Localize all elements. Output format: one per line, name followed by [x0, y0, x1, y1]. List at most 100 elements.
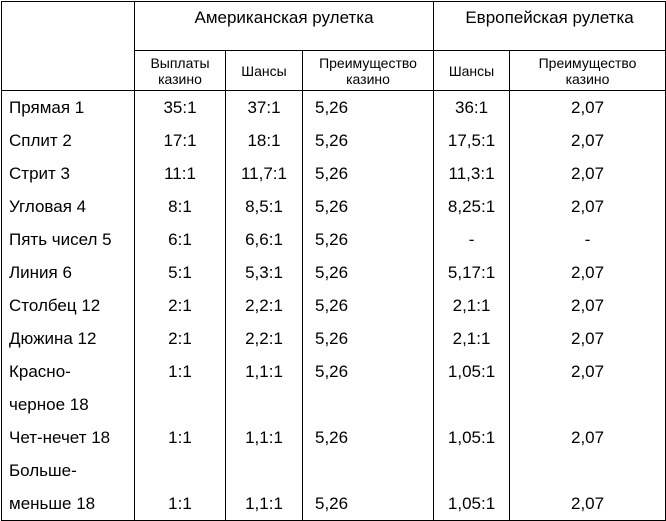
eu-odds-cell: 2,1:1	[433, 289, 511, 322]
payout-cell: 1:1	[134, 421, 226, 454]
house-edge-cell: 5,26	[301, 289, 435, 322]
house-edge-cell: 5,26	[301, 124, 435, 157]
eu-house-edge-cell: 2,07	[509, 487, 666, 521]
bet-cell: Столбец 12	[1, 289, 135, 322]
table-row: Линия 6 5:1 5,3:1 5,26 5,17:1 2,07	[1, 256, 666, 289]
bet-cell: Стрит 3	[1, 157, 135, 190]
odds-cell: 2,2:1	[225, 289, 303, 322]
table-row: Угловая 4 8:1 8,5:1 5,26 8,25:1 2,07	[1, 190, 666, 223]
odds-cell	[225, 388, 303, 421]
bet-cell: Пять чисел 5	[1, 223, 135, 256]
eu-house-edge-cell	[509, 388, 666, 421]
bet-cell: Чет-нечет 18	[1, 421, 135, 454]
eu-house-edge-cell: 2,07	[509, 90, 666, 124]
house-edge-cell: 5,26	[301, 157, 435, 190]
house-edge-cell	[301, 454, 435, 487]
odds-cell: 6,6:1	[225, 223, 303, 256]
odds-header: Шансы	[225, 50, 303, 91]
payout-cell: 2:1	[134, 322, 226, 355]
table-row: Красно- 1:1 1,1:1 5,26 1,05:1 2,07	[1, 355, 666, 388]
payout-cell: 17:1	[134, 124, 226, 157]
bet-cell: Красно-	[1, 355, 135, 388]
payout-cell: 8:1	[134, 190, 226, 223]
eu-house-edge-cell: 2,07	[509, 322, 666, 355]
house-edge-cell: 5,26	[301, 355, 435, 388]
payout-cell	[134, 454, 226, 487]
house-edge-cell: 5,26	[301, 322, 435, 355]
european-roulette-header: Европейская рулетка	[433, 1, 666, 51]
bet-cell: Линия 6	[1, 256, 135, 289]
eu-odds-cell: 2,1:1	[433, 322, 511, 355]
table-row: Стрит 3 11:1 11,7:1 5,26 11,3:1 2,07	[1, 157, 666, 190]
eu-odds-cell	[433, 454, 511, 487]
bet-cell: Сплит 2	[1, 124, 135, 157]
house-edge-cell: 5,26	[301, 190, 435, 223]
table-row: черное 18	[1, 388, 666, 421]
house-edge-cell: 5,26	[301, 223, 435, 256]
bet-type-header	[1, 1, 135, 91]
bet-cell: черное 18	[1, 388, 135, 421]
eu-odds-cell: -	[433, 223, 511, 256]
odds-cell: 11,7:1	[225, 157, 303, 190]
bet-cell: меньше 18	[1, 487, 135, 521]
house-edge-header: Преимущество казино	[301, 50, 435, 91]
odds-cell	[225, 454, 303, 487]
house-edge-cell: 5,26	[301, 256, 435, 289]
table-row: Столбец 12 2:1 2,2:1 5,26 2,1:1 2,07	[1, 289, 666, 322]
odds-cell: 2,2:1	[225, 322, 303, 355]
payout-cell: 11:1	[134, 157, 226, 190]
eu-odds-header: Шансы	[433, 50, 511, 91]
house-edge-cell: 5,26	[301, 421, 435, 454]
odds-cell: 8,5:1	[225, 190, 303, 223]
odds-cell: 5,3:1	[225, 256, 303, 289]
odds-cell: 1,1:1	[225, 421, 303, 454]
table-row: Дюжина 12 2:1 2,2:1 5,26 2,1:1 2,07	[1, 322, 666, 355]
payout-cell: 1:1	[134, 487, 226, 521]
house-edge-cell: 5,26	[301, 487, 435, 521]
eu-house-edge-header: Преимущество казино	[509, 50, 666, 91]
table-row: Сплит 2 17:1 18:1 5,26 17,5:1 2,07	[1, 124, 666, 157]
house-edge-cell: 5,26	[301, 90, 435, 124]
eu-house-edge-cell: 2,07	[509, 157, 666, 190]
eu-odds-cell	[433, 388, 511, 421]
odds-cell: 1,1:1	[225, 355, 303, 388]
payout-cell	[134, 388, 226, 421]
eu-odds-cell: 17,5:1	[433, 124, 511, 157]
payout-cell: 1:1	[134, 355, 226, 388]
eu-odds-cell: 8,25:1	[433, 190, 511, 223]
eu-house-edge-cell: 2,07	[509, 421, 666, 454]
table-row: Прямая 1 35:1 37:1 5,26 36:1 2,07	[1, 90, 666, 124]
house-edge-cell	[301, 388, 435, 421]
bet-cell: Прямая 1	[1, 90, 135, 124]
bet-cell: Дюжина 12	[1, 322, 135, 355]
odds-cell: 37:1	[225, 90, 303, 124]
eu-odds-cell: 11,3:1	[433, 157, 511, 190]
bet-cell: Угловая 4	[1, 190, 135, 223]
table-row: Чет-нечет 18 1:1 1,1:1 5,26 1,05:1 2,07	[1, 421, 666, 454]
payout-cell: 2:1	[134, 289, 226, 322]
table-row: меньше 18 1:1 1,1:1 5,26 1,05:1 2,07	[1, 487, 666, 521]
table-row: Больше-	[1, 454, 666, 487]
odds-cell: 18:1	[225, 124, 303, 157]
payout-cell: 5:1	[134, 256, 226, 289]
eu-odds-cell: 36:1	[433, 90, 511, 124]
payout-header: Выплаты казино	[134, 50, 226, 91]
table-row: Пять чисел 5 6:1 6,6:1 5,26- -	[1, 223, 666, 256]
eu-odds-cell: 1,05:1	[433, 355, 511, 388]
payout-cell: 35:1	[134, 90, 226, 124]
american-roulette-header: Американская рулетка	[133, 1, 435, 51]
eu-house-edge-cell	[509, 454, 666, 487]
eu-odds-cell: 1,05:1	[433, 487, 511, 521]
eu-house-edge-cell: 2,07	[509, 190, 666, 223]
eu-house-edge-cell: 2,07	[509, 289, 666, 322]
eu-house-edge-cell: -	[509, 223, 666, 256]
eu-odds-cell: 1,05:1	[433, 421, 511, 454]
bet-cell: Больше-	[1, 454, 135, 487]
eu-odds-cell: 5,17:1	[433, 256, 511, 289]
eu-house-edge-cell: 2,07	[509, 256, 666, 289]
odds-cell: 1,1:1	[225, 487, 303, 521]
payout-cell: 6:1	[134, 223, 226, 256]
eu-house-edge-cell: 2,07	[509, 124, 666, 157]
eu-house-edge-cell: 2,07	[509, 355, 666, 388]
